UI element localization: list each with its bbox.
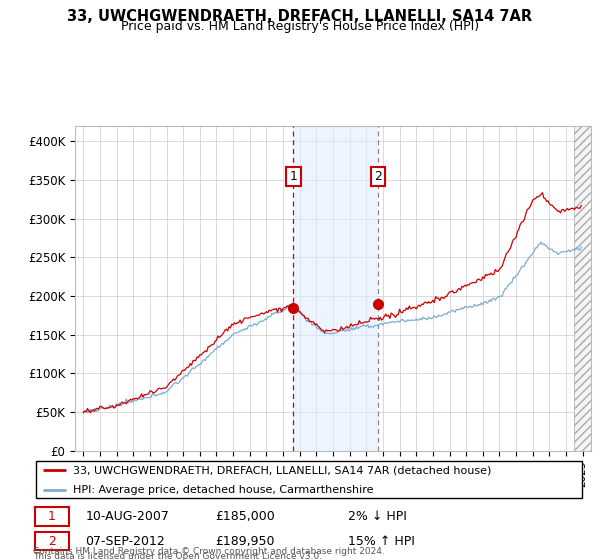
Text: 2: 2 <box>374 170 382 183</box>
Text: £185,000: £185,000 <box>215 510 275 523</box>
Text: 07-SEP-2012: 07-SEP-2012 <box>85 534 165 548</box>
Text: 1: 1 <box>290 170 298 183</box>
Text: 33, UWCHGWENDRAETH, DREFACH, LLANELLI, SA14 7AR: 33, UWCHGWENDRAETH, DREFACH, LLANELLI, S… <box>67 9 533 24</box>
Bar <box>574 126 591 451</box>
FancyBboxPatch shape <box>35 507 69 526</box>
Text: 33, UWCHGWENDRAETH, DREFACH, LLANELLI, SA14 7AR (detached house): 33, UWCHGWENDRAETH, DREFACH, LLANELLI, S… <box>73 465 491 475</box>
Text: This data is licensed under the Open Government Licence v3.0.: This data is licensed under the Open Gov… <box>33 552 322 560</box>
Text: 2% ↓ HPI: 2% ↓ HPI <box>347 510 407 523</box>
Text: Price paid vs. HM Land Registry's House Price Index (HPI): Price paid vs. HM Land Registry's House … <box>121 20 479 33</box>
FancyBboxPatch shape <box>35 532 69 550</box>
Text: Contains HM Land Registry data © Crown copyright and database right 2024.: Contains HM Land Registry data © Crown c… <box>33 547 385 556</box>
Text: 1: 1 <box>48 510 56 523</box>
Text: 10-AUG-2007: 10-AUG-2007 <box>85 510 169 523</box>
Text: 2: 2 <box>48 534 56 548</box>
FancyBboxPatch shape <box>36 461 582 498</box>
Text: HPI: Average price, detached house, Carmarthenshire: HPI: Average price, detached house, Carm… <box>73 484 373 494</box>
Text: £189,950: £189,950 <box>215 534 275 548</box>
Text: 15% ↑ HPI: 15% ↑ HPI <box>347 534 415 548</box>
Bar <box>293 126 378 451</box>
